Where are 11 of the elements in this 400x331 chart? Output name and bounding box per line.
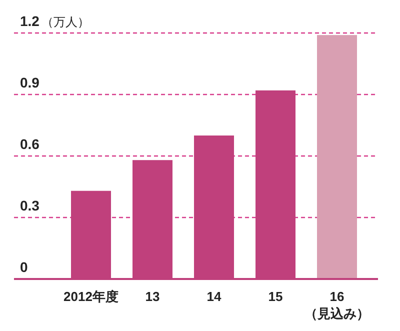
y-tick-label: 1.2: [20, 13, 40, 29]
x-tick-label: 2012年度: [64, 289, 118, 304]
x-tick-label: 14: [206, 289, 222, 304]
x-tick-label: 15: [268, 289, 283, 304]
x-tick-label: 13: [145, 289, 160, 304]
y-tick-label: 0.6: [20, 136, 40, 152]
ylabel: （万人）: [42, 15, 90, 29]
x-tick-label: 16 （見込み）: [304, 289, 370, 321]
y-tick-label: 0: [20, 259, 28, 275]
y-tick-label: 0.3: [20, 198, 40, 214]
y-tick-label: 0.9: [20, 74, 40, 90]
